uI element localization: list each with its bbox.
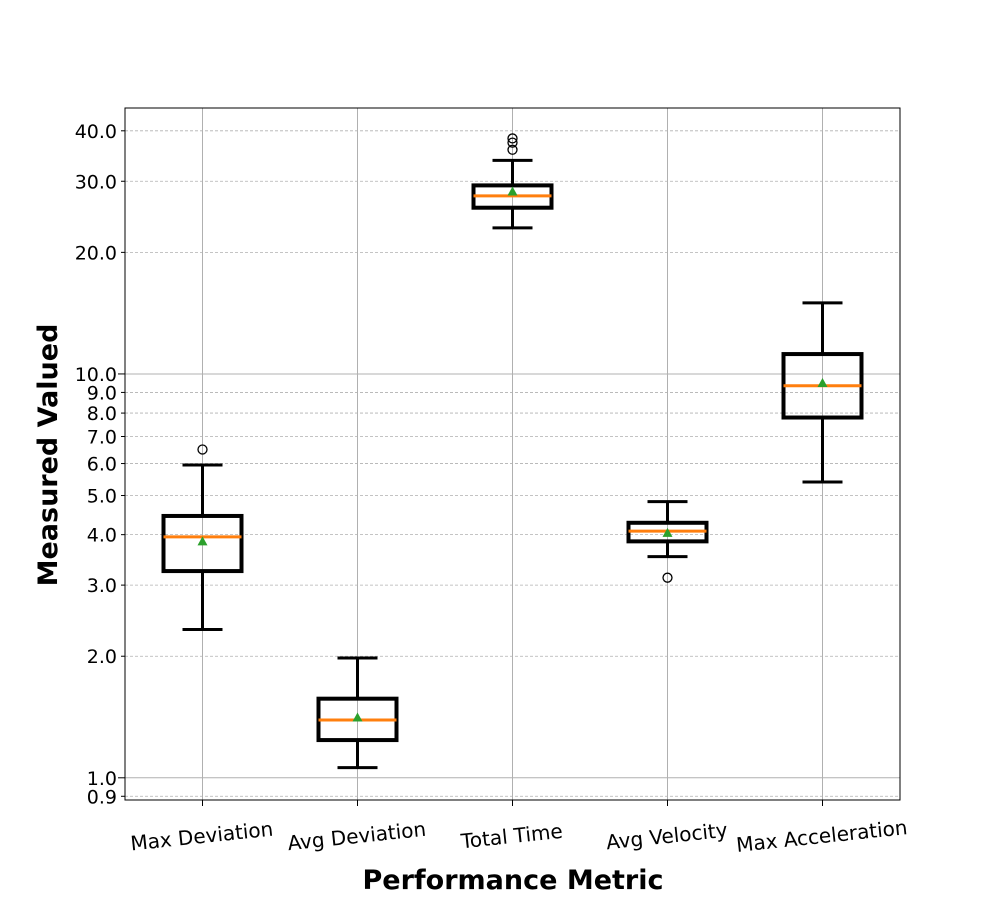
box-4 [626,500,709,583]
box-body [161,513,244,574]
y-axis-ticks: 0.9 2.0 3.0 4.0 5.0 6.0 7.08.09.0 20.0 30.0 40.0 1… [75,121,125,808]
y-tick-label: 1.0 [87,768,117,790]
mean-marker [197,536,208,546]
y-axis-label: Measured Valued [33,324,64,587]
y-tick-label: 2.0 [87,646,117,668]
y-tick-label: 20.0 [75,242,117,264]
x-tick-label: Total Time [459,819,564,854]
x-tick-label: Avg Deviation [286,817,427,855]
y-tick-label: 7.0 [87,427,117,449]
mean-marker [507,186,518,196]
y-tick-label: 5.0 [87,486,117,508]
outlier-point [197,444,208,455]
x-axis-ticks: Max Deviation Avg Deviation Total Time Avg … [129,800,909,857]
y-tick-label: 9.0 [87,382,117,404]
box-3 [471,133,554,230]
x-tick-label: Max Acceleration [735,815,909,857]
y-tick-label: 4.0 [87,525,117,547]
y-tick-label: 10.0 [75,364,117,386]
box-5 [781,301,864,484]
mean-marker [817,377,828,387]
outlier-point [507,137,518,148]
mean-marker [662,527,673,537]
mean-marker [352,712,363,722]
y-tick-label: 30.0 [75,171,117,193]
y-tick-label: 40.0 [75,121,117,143]
y-tick-label: 6.0 [87,454,117,476]
x-tick-label: Max Deviation [129,817,274,856]
y-tick-label: 8.0 [87,403,117,425]
boxes-layer [161,133,864,770]
outlier-point [507,144,518,155]
y-tick-label: 0.9 [87,786,117,808]
x-tick-label: Avg Velocity [605,818,729,855]
box-1 [161,444,244,631]
outlier-point [507,133,518,144]
outlier-point [662,572,673,583]
x-axis-label: Performance Metric [363,865,664,896]
y-tick-label: 3.0 [87,575,117,597]
box-2 [316,656,399,770]
